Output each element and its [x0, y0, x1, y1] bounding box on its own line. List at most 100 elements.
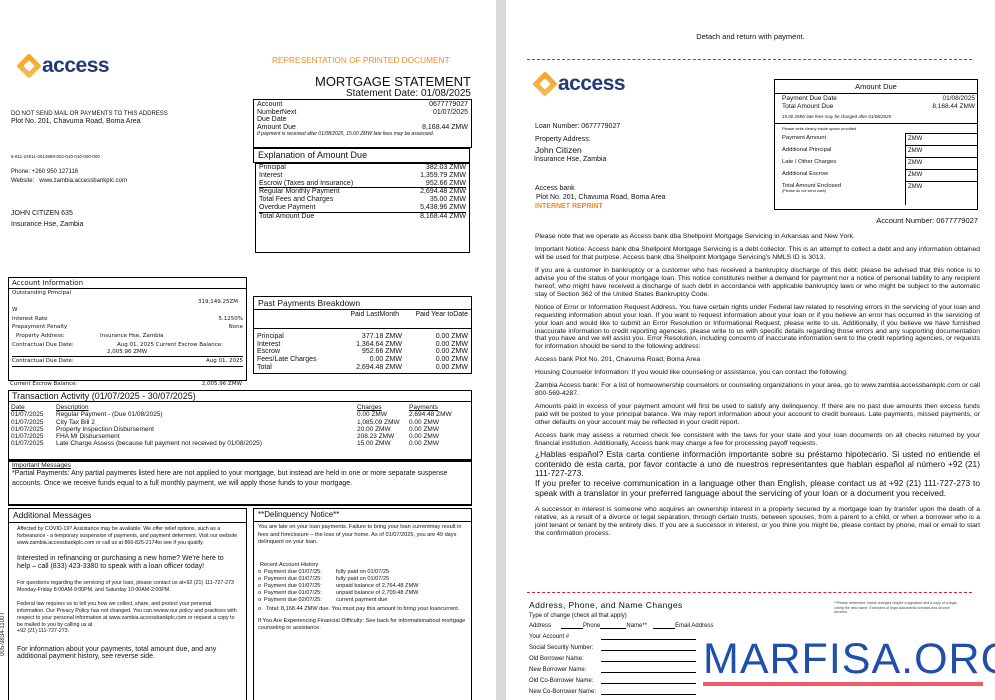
payment-coupon-page: Detach and return with payment. access L…	[506, 0, 995, 700]
transaction-date: 01/07/2025	[11, 411, 44, 419]
name-check[interactable]	[653, 622, 676, 629]
refinance-message: Interested in refinancing or purchasing …	[17, 554, 224, 571]
coupon-field-row: Additional Escrow ZMW	[775, 168, 977, 181]
due-date-value: 01/08/2025	[942, 95, 975, 102]
paid-ytd: 0.00 ZMW	[435, 340, 468, 348]
explanation-row: Principal 382.03 ZMW	[259, 164, 466, 172]
field-label: Additional Principal	[782, 146, 832, 153]
field-label: Total Amount Enclosed	[782, 182, 841, 189]
past-payment-row: Principal 377.18 ZMW 0.00 ZMW	[257, 333, 468, 341]
paid-ytd: 0.00 ZMW	[435, 333, 468, 340]
loan-number: Loan Number: 0677779027	[535, 123, 621, 130]
coupon-field-label: Additional Escrow	[775, 169, 905, 181]
th-payments: Payments	[409, 404, 438, 411]
history-due: Payment due 01/07/25:	[264, 576, 322, 583]
coupon-field-row: Payment Amount ZMW	[775, 132, 977, 145]
borrower-address: Insurance Hse, Zambia	[534, 156, 607, 163]
past-payment-label: Total	[257, 363, 272, 371]
th-charges: Charges	[357, 404, 382, 411]
paid-ytd: 0.00 ZMW	[435, 356, 468, 364]
past-payment-label: Interest	[257, 340, 281, 348]
bank-name: Access bank	[535, 185, 575, 192]
notice-paragraph: Amounts paid in excess of your payment a…	[535, 403, 980, 427]
notice-paragraph: Access bank may assess a returned check …	[535, 432, 980, 448]
penalty-label: Prepayment Penalty	[12, 324, 68, 331]
old-borrower-input[interactable]	[601, 655, 696, 662]
explanation-table: Principal 382.03 ZMW Interest 1,359.79 ZMW E…	[255, 163, 470, 253]
account-label: Your Account #	[529, 634, 570, 640]
coupon-field-row: Additional Principal ZMW	[775, 144, 977, 157]
history-status: unpaid balance of 2,764.48 ZMW	[336, 583, 419, 590]
language-notice: If you prefer to receive communication i…	[535, 477, 980, 498]
next-value: 01/07/2025	[432, 108, 468, 116]
explanation-title: Explanation of Amount Due	[253, 148, 470, 163]
ssn-input[interactable]	[601, 644, 696, 651]
transaction-charges: 0.00 ZMW	[357, 411, 387, 419]
coupon-amount-input[interactable]: ZMW	[905, 132, 977, 145]
contractual-inline: Aug 01, 2025 Current Escrow Balance:	[117, 342, 224, 349]
website-label: Website:	[11, 178, 35, 184]
escrow-value-2: 2,005.96 ZMW	[201, 381, 242, 387]
account-input[interactable]	[601, 633, 696, 640]
col-paid-ytd: Paid Year toDate	[415, 311, 468, 318]
write-instruction: Please write clearly inside space provid…	[782, 125, 857, 131]
notice-paragraph: Zambia Access bank: For a list of homeow…	[535, 382, 980, 398]
transaction-payments: 0.00 ZMW	[409, 433, 439, 441]
contractual-label-2: Contractual Due Date:	[12, 358, 74, 365]
old-coborrower-input[interactable]	[601, 677, 696, 684]
phone-option: Phone	[583, 623, 601, 629]
past-payment-row: Escrow 952.66 ZMW 0.00 ZMW	[257, 348, 468, 356]
coupon-field-label: Payment Amount	[775, 133, 905, 145]
next-label: NumberNext	[257, 108, 297, 116]
new-borrower-input[interactable]	[601, 666, 696, 673]
access-logo-icon	[532, 71, 558, 97]
new-borrower-label: New Borrower Name:	[529, 667, 587, 673]
due-date-label: Payment Due Date	[782, 95, 837, 102]
history-status: unpaid balance of 2,709.48 ZMW	[336, 590, 419, 597]
borrower-name: John Citizen	[535, 145, 582, 155]
past-payment-row: Total 2,694.48 ZMW 0.00 ZMW	[257, 364, 468, 372]
total-value: 8,168.44 ZMW	[932, 103, 975, 111]
amount-due-box: Amount Due Payment Due Date 01/08/2025 To…	[774, 79, 978, 210]
detach-line	[527, 59, 972, 60]
history-due: Payment due 02/07/25:	[264, 597, 322, 604]
name-option: Name**	[626, 623, 648, 629]
account-number: Account Number: 0677779027	[876, 216, 978, 225]
coupon-amount-input[interactable]: ZMW	[905, 156, 977, 169]
coupon-amount-input[interactable]: ZMW	[905, 180, 977, 205]
old-borrower-label: Old Borrower Name:	[529, 656, 584, 662]
amount-value: 8,168.44 ZMW	[422, 124, 468, 132]
explanation-label: Total Amount Due	[259, 212, 315, 220]
col-paid-last-month: Paid LastMonth	[350, 311, 399, 318]
privacy-message: Federal law requires us to tell you how …	[17, 600, 237, 628]
coupon-amount-input[interactable]: ZMW	[905, 144, 977, 157]
history-title: Recent Account History	[260, 562, 319, 569]
additional-title: Additional Messages	[9, 509, 246, 524]
sender-code: 8-811-24911-0014859-002-010-010-000-000	[11, 154, 100, 159]
recipient-address: Insurance Hse, Zambia	[11, 221, 84, 228]
address-option: Address	[529, 623, 552, 629]
history-status: current payment due	[336, 597, 388, 604]
transaction-date: 01/07/2025	[11, 433, 44, 441]
coupon-amount-input[interactable]: ZMW	[905, 168, 977, 181]
transaction-description: FHA MI Disbursement	[56, 433, 120, 441]
coupon-field-label: Total Amount Enclosed (Please do not send…	[775, 181, 905, 205]
history-due: Payment due 01/07/25:	[264, 590, 322, 597]
email-option: Email Address	[675, 623, 714, 629]
transaction-row: 01/07/2025 FHA MI Disbursement 208.23 ZMW 0…	[9, 433, 471, 440]
new-coborrower-input[interactable]	[601, 688, 696, 695]
past-payment-label: Escrow	[257, 348, 280, 356]
internet-reprint: INTERNET REPRINT	[535, 203, 603, 210]
th-description: Description	[56, 404, 89, 411]
past-payment-label: Fees/Late Charges	[257, 356, 317, 364]
address-check[interactable]	[561, 622, 584, 629]
side-code: 005-9834-1100T	[0, 612, 6, 656]
website-link[interactable]: www.zambia.accessbankplc.com	[39, 178, 127, 184]
phone-check[interactable]	[600, 622, 627, 629]
escrow-inline: 2,005.96 ZMW	[12, 349, 243, 358]
transaction-charges: 20.00 ZMW	[357, 425, 391, 433]
history-due: Payment due 01/07/25:	[264, 569, 322, 576]
outstanding-label: Outstanding Principal	[12, 290, 72, 296]
bullet-icon: o	[258, 590, 262, 597]
transaction-row: 01/07/2025 Property Inspection Disburseme…	[9, 426, 471, 433]
